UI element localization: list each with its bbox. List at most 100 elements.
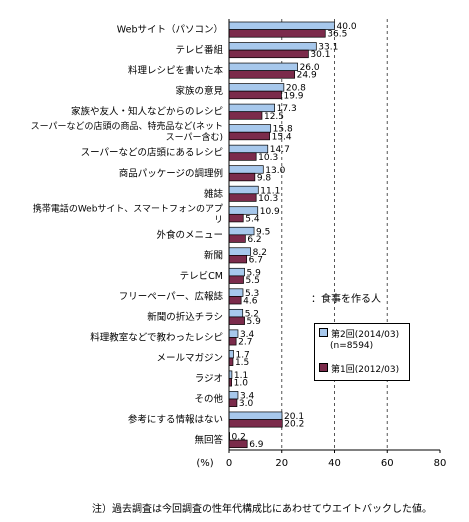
- bar-series-1: [228, 255, 248, 264]
- category-label: Webサイト（パソコン）: [117, 24, 223, 36]
- category-label: 新聞の折込チラシ: [147, 311, 223, 323]
- data-label: 9.5: [256, 227, 270, 237]
- data-label: 1.5: [235, 358, 249, 368]
- category-label: 携帯電話のWebサイト、スマートフォンのアプ: [33, 202, 223, 214]
- bar-series-1: [228, 419, 283, 428]
- x-tick-label: 80: [434, 458, 447, 469]
- data-label: 11.1: [260, 186, 280, 196]
- category-label: 料理教室などで教わったレシピ: [90, 331, 223, 343]
- data-label: 19.9: [283, 91, 303, 101]
- bar-series-2: [228, 411, 283, 420]
- data-label: 12.5: [264, 112, 284, 122]
- data-label: 24.9: [297, 71, 317, 81]
- data-label: 5.4: [245, 214, 260, 224]
- data-label: 6.9: [249, 440, 264, 450]
- bar-series-2: [228, 21, 335, 30]
- data-label: 15.8: [273, 125, 293, 135]
- legend: 第2回(2014/03) (n=8594) 第1回(2012/03): [314, 323, 410, 381]
- bar-series-1: [228, 172, 256, 182]
- x-unit-label: (%): [196, 458, 213, 469]
- data-label: 17.3: [277, 104, 297, 114]
- bar-series-1: [228, 70, 296, 79]
- legend-item-series-1: 第1回(2012/03): [319, 362, 399, 375]
- category-label: 商品パッケージの調理例: [119, 167, 223, 179]
- category-label: スーパーなどの店頭の商品、特売品など(ネット: [31, 120, 223, 132]
- data-label: 15.4: [272, 132, 292, 142]
- bar-series-2: [228, 185, 259, 195]
- data-label: 0.2: [232, 433, 246, 443]
- category-label: フリーペーパー、広報誌: [119, 290, 224, 302]
- data-label: 4.6: [243, 297, 258, 307]
- category-label: 参考にする情報はない: [128, 414, 223, 426]
- data-label: 20.8: [286, 84, 306, 94]
- bar-series-1: [228, 213, 244, 223]
- bar-series-2: [228, 391, 239, 400]
- bar-series-2: [228, 103, 275, 113]
- legend-sample-size: (n=8594): [330, 341, 374, 351]
- category-label: その他: [194, 393, 223, 405]
- bar-series-1: [228, 316, 245, 325]
- bar-series-2: [228, 267, 245, 277]
- data-label: 3.4: [240, 392, 255, 402]
- data-label: 10.9: [260, 207, 280, 217]
- bar-series-1: [228, 131, 270, 141]
- data-label: 3.0: [239, 399, 254, 409]
- legend-label-series-2: 第2回(2014/03): [331, 330, 400, 340]
- category-label: 無回答: [194, 434, 223, 446]
- bar-series-2: [228, 206, 259, 215]
- category-label: 新聞: [204, 249, 223, 261]
- data-label: 5.5: [246, 276, 260, 286]
- data-label: 8.2: [253, 248, 267, 258]
- data-label: 5.2: [245, 309, 259, 319]
- x-tick-label: 40: [328, 458, 341, 469]
- data-label: 1.7: [235, 350, 249, 360]
- data-label: 14.7: [270, 145, 290, 155]
- category-label: 外食のメニュー: [156, 229, 223, 241]
- legend-item-series-2: 第2回(2014/03): [319, 327, 399, 340]
- bar-series-1: [228, 439, 248, 449]
- data-label: 20.2: [284, 420, 304, 430]
- category-label: メールマガジン: [156, 353, 223, 364]
- data-label: 10.3: [258, 194, 278, 204]
- bar-series-2: [228, 350, 234, 359]
- data-label: 3.4: [240, 330, 255, 340]
- legend-label-series-1: 第1回(2012/03): [331, 365, 400, 375]
- data-label: 13.0: [265, 166, 285, 176]
- bar-series-2: [228, 83, 285, 92]
- bar-series-2: [228, 247, 251, 256]
- bar-series-1: [228, 275, 244, 284]
- bar-series-1: [228, 111, 263, 120]
- bar-series-1: [228, 29, 326, 38]
- category-label: テレビ番組: [175, 44, 223, 56]
- x-tick-label: 20: [275, 458, 288, 469]
- data-label: 1.0: [234, 379, 249, 389]
- bar-series-2: [228, 165, 264, 174]
- data-label: 6.2: [247, 235, 261, 245]
- data-label: 20.1: [284, 412, 304, 422]
- bar-series-1: [228, 49, 309, 59]
- data-label: 5.9: [247, 268, 262, 278]
- bar-series-1: [228, 234, 246, 243]
- bar-series-2: [228, 144, 269, 154]
- data-label: 30.1: [310, 50, 330, 60]
- legend-swatch-series-2: [319, 328, 328, 337]
- category-label: スーパーなどの店頭にあるレシピ: [81, 147, 223, 159]
- category-label: 雑誌: [204, 188, 224, 200]
- data-label: 1.1: [234, 371, 248, 381]
- bar-series-1: [228, 90, 282, 100]
- footnote: 注）過去調査は今回調査の性年代構成比にあわせてウエイトバックした値。: [92, 504, 432, 515]
- category-label: 料理レシピを書いた本: [128, 65, 224, 77]
- bar-series-1: [228, 337, 237, 346]
- x-tick-label: 60: [381, 458, 394, 469]
- data-label: 9.8: [257, 173, 272, 183]
- data-label: 5.3: [245, 289, 259, 299]
- bar-series-2: [228, 288, 244, 297]
- data-label: 5.9: [247, 317, 262, 327]
- bar-series-2: [228, 226, 255, 236]
- category-label: テレビCM: [180, 271, 223, 282]
- legend-swatch-series-1: [319, 363, 328, 372]
- category-label: リ: [214, 215, 223, 225]
- bar-series-1: [228, 193, 257, 202]
- data-label: 33.1: [318, 43, 338, 53]
